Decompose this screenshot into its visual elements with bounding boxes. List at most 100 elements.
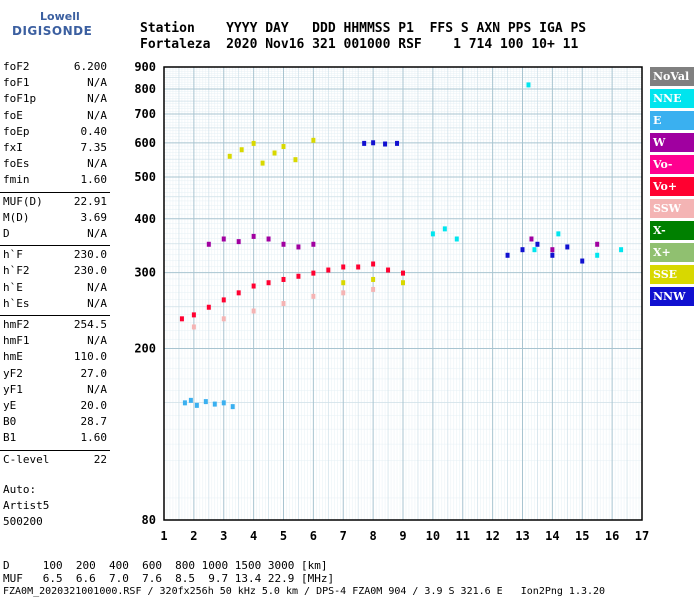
y-tick-label: 500 (134, 170, 156, 184)
param-value: 230.0 (73, 264, 107, 278)
param-value: N/A (87, 76, 107, 90)
param-row: h`F 230.0 (3, 248, 107, 265)
param-separator (0, 245, 110, 247)
param-value: 0.40 (80, 124, 108, 138)
data-point (236, 239, 241, 245)
logo-lowell: Lowell (40, 10, 80, 23)
x-tick-label: 15 (575, 529, 589, 543)
x-tick-label: 14 (545, 529, 559, 543)
data-point (251, 283, 256, 289)
legend-swatch (650, 243, 694, 262)
data-point (239, 147, 244, 153)
y-tick-label: 400 (134, 212, 156, 226)
param-value: N/A (87, 108, 107, 122)
param-row: hmF1 N/A (3, 334, 107, 351)
param-row: foF2 6.200 (3, 60, 107, 77)
param-row: fxI 7.35 (3, 141, 107, 158)
data-point (221, 316, 226, 322)
param-name: C-level (3, 452, 50, 466)
legend-swatch (650, 265, 694, 284)
param-name: B1 (3, 431, 17, 445)
header-values: Fortaleza 2020 Nov16 321 001000 RSF 1 71… (140, 37, 579, 52)
y-tick-label: 600 (134, 136, 156, 150)
legend-label: W (652, 136, 666, 149)
param-name: yE (3, 399, 17, 412)
data-point (356, 264, 361, 270)
y-tick-label: 300 (134, 266, 156, 280)
param-value: 110.0 (73, 350, 107, 364)
y-tick-label: 800 (134, 82, 156, 96)
data-point (266, 236, 271, 242)
param-row: h`Es N/A (3, 297, 107, 314)
param-row: M(D) 3.69 (3, 211, 107, 228)
data-point (311, 137, 316, 143)
data-point (401, 270, 405, 276)
param-name: fmin (3, 173, 30, 187)
param-name: M(D) (3, 210, 30, 224)
param-name: hmE (3, 350, 23, 364)
param-value: 22.91 (73, 194, 107, 208)
legend-label: NoVal (653, 70, 689, 83)
legend-label: E (653, 114, 661, 127)
data-point (326, 267, 331, 273)
data-point (311, 293, 316, 299)
param-separator (0, 449, 110, 451)
param-value: 1.60 (80, 431, 108, 445)
param-name: h`Es (3, 296, 30, 310)
data-point (266, 280, 271, 286)
param-name: h`E (3, 280, 23, 294)
param-value: N/A (87, 382, 107, 396)
data-point (529, 236, 534, 242)
param-name: h`F (3, 248, 23, 262)
header-labels: Station YYYY DAY DDD HHMMSS P1 FFS S AXN… (140, 21, 587, 36)
x-tick-label: 3 (220, 529, 227, 543)
param-row: foEp 0.40 (3, 125, 107, 142)
data-point (221, 236, 226, 242)
param-name: MUF(D) (3, 194, 43, 208)
param-name: foEp (3, 124, 30, 138)
footer-file-row: FZA0M_2020321001000.RSF / 320fx256h 50 k… (3, 586, 606, 597)
data-point (251, 308, 256, 314)
x-tick-label: 8 (370, 529, 377, 543)
data-point (362, 140, 367, 146)
param-value: 1.60 (80, 173, 108, 187)
data-point (191, 312, 196, 318)
data-point (371, 286, 376, 292)
legend-swatch (650, 287, 694, 306)
data-point (236, 290, 241, 296)
data-point (221, 297, 226, 303)
x-tick-label: 9 (399, 529, 406, 543)
param-value: N/A (87, 157, 107, 171)
data-point (251, 233, 256, 239)
data-point (520, 247, 525, 253)
param-value: N/A (87, 280, 107, 294)
x-tick-label: 2 (190, 529, 197, 543)
footer-distance-row: D 100 200 400 600 800 1000 1500 3000 [km… (3, 559, 328, 572)
data-point (221, 400, 226, 406)
x-tick-label: 5 (280, 529, 287, 543)
data-point (341, 290, 346, 296)
data-point (293, 157, 298, 163)
y-tick-label: 200 (134, 342, 156, 356)
param-value: 6.200 (73, 60, 107, 73)
data-point (371, 261, 376, 267)
param-row: foF1 N/A (3, 76, 107, 93)
data-point (532, 247, 537, 253)
legend-swatch (650, 133, 694, 152)
data-point (311, 241, 316, 247)
param-value: 7.35 (80, 141, 108, 154)
data-point (550, 252, 555, 258)
x-tick-label: 12 (485, 529, 499, 543)
legend-label: X+ (653, 246, 671, 259)
param-row: B0 28.7 (3, 415, 107, 432)
x-tick-label: 16 (605, 529, 619, 543)
param-row: h`F2 230.0 (3, 264, 107, 281)
x-tick-label: 10 (426, 529, 440, 543)
data-point (296, 244, 301, 250)
param-name: yF1 (3, 382, 23, 396)
data-point (179, 316, 184, 322)
data-point (206, 304, 211, 310)
data-point (371, 140, 376, 146)
legend-label: SSE (653, 268, 677, 281)
